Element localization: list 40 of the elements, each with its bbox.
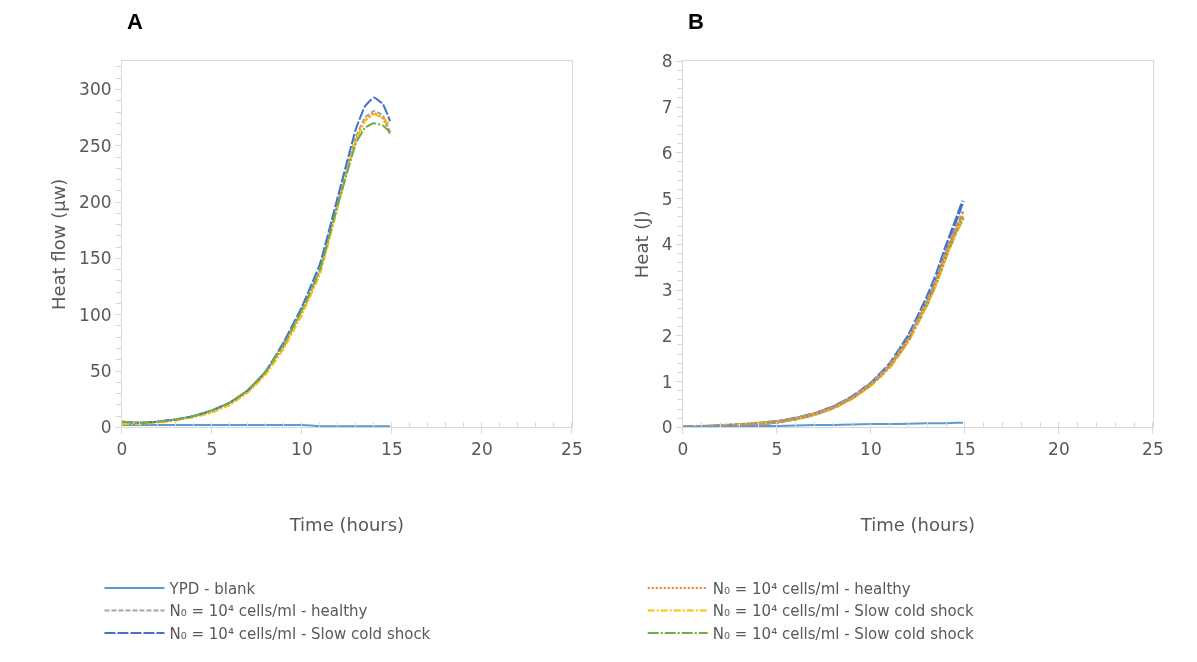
x-tick-label: 5 — [771, 438, 783, 459]
x-tick-label: 20 — [471, 438, 493, 459]
x-tick-label: 15 — [381, 438, 403, 459]
x-tick-label: 5 — [206, 438, 218, 459]
chart-title: B — [688, 9, 704, 34]
x-tick-label: 25 — [1142, 438, 1164, 459]
x-tick-label: 15 — [954, 438, 976, 459]
x-tick-label: 20 — [1048, 438, 1070, 459]
legend-label: N₀ = 10⁴ cells/ml - Slow cold shock — [712, 624, 974, 643]
legend-label: N₀ = 10⁴ cells/ml - Slow cold shock — [169, 624, 431, 643]
x-tick-label: 10 — [860, 438, 882, 459]
y-tick-label: 250 — [79, 135, 112, 156]
x-axis-title: Time (hours) — [288, 513, 405, 535]
legend-label: N₀ = 10⁴ cells/ml - healthy — [169, 602, 368, 621]
legend-label: N₀ = 10⁴ cells/ml - healthy — [712, 579, 911, 598]
legend-label: YPD - blank — [168, 579, 256, 598]
y-tick-label: 1 — [661, 371, 673, 392]
legend-label: N₀ = 10⁴ cells/ml - Slow cold shock — [712, 602, 974, 621]
y-tick-label: 300 — [79, 79, 112, 100]
y-tick-label: 2 — [661, 325, 673, 346]
y-tick-label: 150 — [79, 248, 112, 269]
y-tick-label: 3 — [661, 280, 673, 301]
y-tick-label: 0 — [100, 417, 112, 438]
x-tick-label: 0 — [677, 438, 689, 459]
y-tick-label: 7 — [661, 97, 673, 118]
x-axis-title: Time (hours) — [859, 513, 976, 535]
chart-title: A — [127, 9, 143, 34]
y-axis-title: Heat (J) — [630, 210, 652, 279]
y-tick-label: 200 — [79, 192, 112, 213]
y-tick-label: 100 — [79, 304, 112, 325]
y-axis-title: Heat flow (µw) — [48, 178, 70, 311]
y-tick-label: 50 — [89, 360, 112, 381]
x-tick-label: 25 — [561, 438, 583, 459]
y-tick-label: 0 — [661, 417, 673, 438]
y-tick-label: 4 — [661, 234, 673, 255]
x-tick-label: 0 — [116, 438, 128, 459]
y-tick-label: 8 — [661, 51, 673, 72]
y-tick-label: 6 — [661, 142, 673, 163]
y-tick-label: 5 — [661, 188, 673, 209]
x-tick-label: 10 — [291, 438, 313, 459]
